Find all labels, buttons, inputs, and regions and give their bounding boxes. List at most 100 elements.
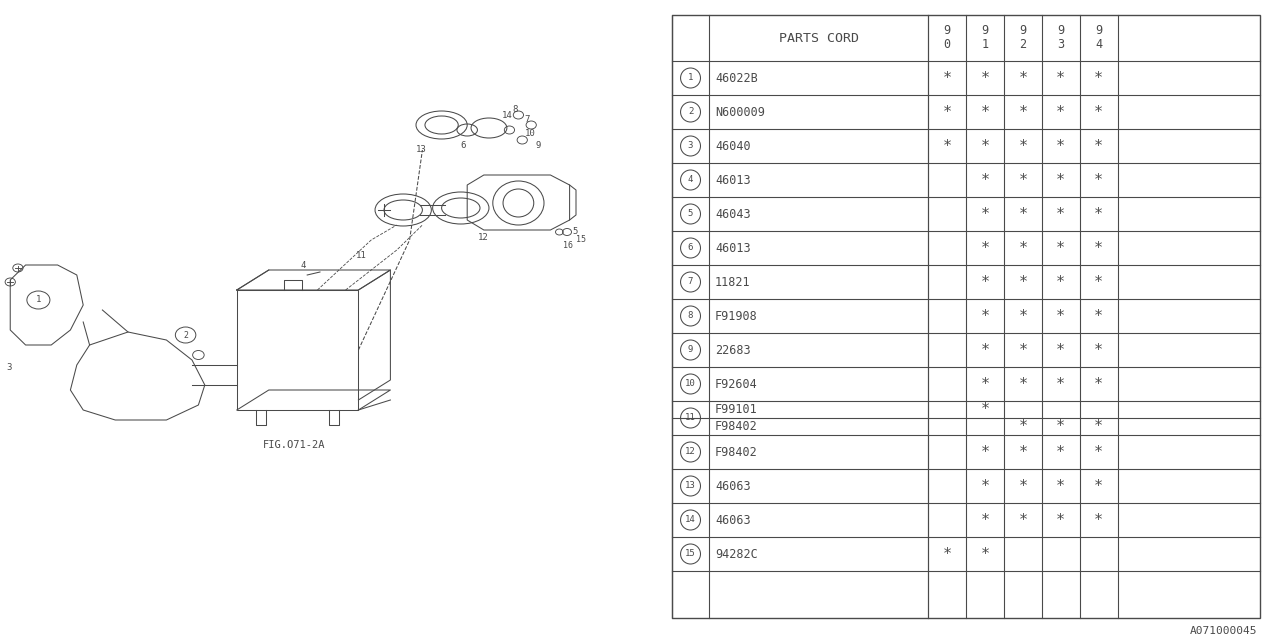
Text: *: * — [980, 402, 989, 417]
Text: 46063: 46063 — [716, 513, 750, 527]
Text: 4: 4 — [301, 260, 306, 269]
Text: 2: 2 — [183, 330, 188, 339]
Text: F98402: F98402 — [716, 445, 758, 458]
Text: *: * — [980, 342, 989, 358]
Text: *: * — [1094, 308, 1103, 323]
Text: 15: 15 — [685, 550, 696, 559]
Text: *: * — [1019, 445, 1028, 460]
Text: *: * — [1094, 241, 1103, 255]
Text: 14: 14 — [685, 515, 696, 525]
Text: *: * — [1094, 342, 1103, 358]
Bar — [672, 15, 1260, 618]
Text: 46013: 46013 — [716, 241, 750, 255]
Text: *: * — [1094, 376, 1103, 392]
Text: *: * — [1094, 513, 1103, 527]
Text: 11: 11 — [685, 413, 696, 422]
Text: *: * — [1056, 138, 1065, 154]
Text: *: * — [1019, 479, 1028, 493]
Text: *: * — [942, 547, 952, 561]
Text: 15: 15 — [576, 236, 586, 244]
Text: *: * — [980, 207, 989, 221]
Text: *: * — [1019, 513, 1028, 527]
Text: 9: 9 — [535, 141, 540, 150]
Text: *: * — [1019, 419, 1028, 434]
Text: 13: 13 — [416, 145, 426, 154]
Text: 12: 12 — [477, 234, 488, 243]
Text: 16: 16 — [563, 241, 573, 250]
Text: *: * — [980, 513, 989, 527]
Text: 3: 3 — [687, 141, 694, 150]
Text: *: * — [1056, 342, 1065, 358]
Text: *: * — [1056, 479, 1065, 493]
Text: 94282C: 94282C — [716, 547, 758, 561]
Text: 9
3: 9 3 — [1057, 24, 1064, 51]
Text: *: * — [980, 376, 989, 392]
Text: 5: 5 — [687, 209, 694, 218]
Text: *: * — [980, 308, 989, 323]
Text: *: * — [1094, 275, 1103, 289]
Text: *: * — [1019, 173, 1028, 188]
Text: *: * — [1056, 173, 1065, 188]
Text: F92604: F92604 — [716, 378, 758, 390]
Text: *: * — [1094, 207, 1103, 221]
Text: 14: 14 — [502, 111, 512, 120]
Text: 5: 5 — [572, 227, 577, 237]
Text: 10: 10 — [525, 129, 535, 138]
Text: 8: 8 — [512, 106, 517, 115]
Text: 9: 9 — [687, 346, 694, 355]
Text: 46022B: 46022B — [716, 72, 758, 84]
Text: *: * — [1056, 376, 1065, 392]
Text: *: * — [980, 138, 989, 154]
Text: *: * — [980, 479, 989, 493]
Text: F91908: F91908 — [716, 310, 758, 323]
Text: *: * — [1019, 207, 1028, 221]
Text: 9
2: 9 2 — [1019, 24, 1027, 51]
Text: F98402: F98402 — [716, 420, 758, 433]
Text: *: * — [980, 104, 989, 120]
Text: *: * — [1094, 419, 1103, 434]
Text: 10: 10 — [685, 380, 696, 388]
Text: N600009: N600009 — [716, 106, 765, 118]
Text: 7: 7 — [687, 278, 694, 287]
Text: *: * — [1094, 138, 1103, 154]
Text: *: * — [1019, 376, 1028, 392]
Text: 3: 3 — [6, 362, 12, 371]
Text: *: * — [1019, 104, 1028, 120]
Text: *: * — [1094, 104, 1103, 120]
Text: *: * — [1094, 479, 1103, 493]
Text: *: * — [980, 275, 989, 289]
Text: *: * — [942, 138, 952, 154]
Text: 9
1: 9 1 — [982, 24, 988, 51]
Text: *: * — [1019, 342, 1028, 358]
Text: *: * — [1056, 70, 1065, 86]
Text: F99101: F99101 — [716, 403, 758, 416]
Text: 46043: 46043 — [716, 207, 750, 221]
Text: *: * — [942, 70, 952, 86]
Text: *: * — [980, 173, 989, 188]
Text: 11821: 11821 — [716, 275, 750, 289]
Text: *: * — [1019, 241, 1028, 255]
Text: 8: 8 — [687, 312, 694, 321]
Text: PARTS CORD: PARTS CORD — [778, 31, 859, 45]
Text: *: * — [1056, 207, 1065, 221]
Text: *: * — [1094, 445, 1103, 460]
Text: *: * — [1056, 513, 1065, 527]
Text: *: * — [1019, 308, 1028, 323]
Text: *: * — [1094, 173, 1103, 188]
Text: 22683: 22683 — [716, 344, 750, 356]
Text: 13: 13 — [685, 481, 696, 490]
Text: 46013: 46013 — [716, 173, 750, 186]
Text: *: * — [1019, 275, 1028, 289]
Text: A071000045: A071000045 — [1189, 626, 1257, 636]
Text: *: * — [1056, 308, 1065, 323]
Text: *: * — [1056, 241, 1065, 255]
Text: *: * — [1056, 419, 1065, 434]
Text: 6: 6 — [687, 243, 694, 253]
Text: *: * — [1056, 275, 1065, 289]
Text: *: * — [980, 445, 989, 460]
Text: *: * — [1094, 70, 1103, 86]
Text: 12: 12 — [685, 447, 696, 456]
Text: 46040: 46040 — [716, 140, 750, 152]
Text: 46063: 46063 — [716, 479, 750, 493]
Text: *: * — [980, 70, 989, 86]
